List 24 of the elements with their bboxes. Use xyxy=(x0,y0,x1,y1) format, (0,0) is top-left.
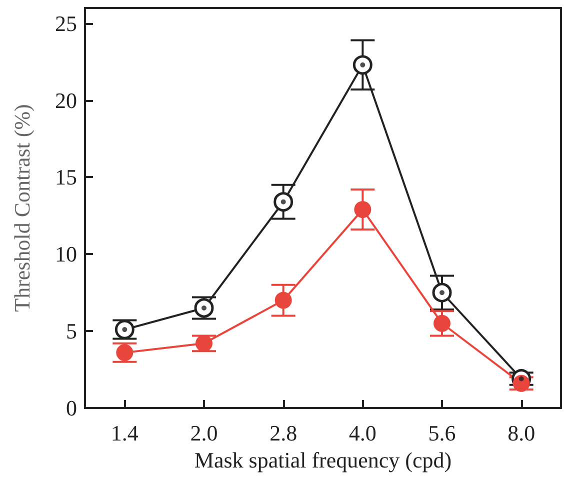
point xyxy=(352,55,372,75)
point xyxy=(116,344,134,362)
y-tick-label: 5 xyxy=(66,318,77,344)
point xyxy=(434,314,450,332)
point xyxy=(354,201,372,218)
point xyxy=(274,192,294,212)
y-tick-label: 25 xyxy=(55,10,77,36)
y-tick-label: 20 xyxy=(55,88,77,113)
point xyxy=(432,282,452,302)
x-tick-label: 5.6 xyxy=(428,420,456,446)
x-tick-label: 2.8 xyxy=(270,420,298,446)
x-axis-title: Mask spatial frequency (cpd) xyxy=(194,447,452,472)
y-tick-label: 0 xyxy=(66,396,77,420)
x-tick-label: 2.0 xyxy=(190,420,218,446)
point xyxy=(512,374,530,392)
point xyxy=(114,320,134,340)
y-tick-label: 15 xyxy=(55,164,77,190)
x-tick-label: 1.4 xyxy=(110,420,138,446)
y-axis-title: Threshold Contrast (%) xyxy=(10,104,34,312)
point xyxy=(274,292,292,309)
point xyxy=(196,334,212,352)
y-tick-label: 10 xyxy=(55,242,77,267)
x-tick-label: 4.0 xyxy=(348,420,376,446)
x-tick-label: 8.0 xyxy=(508,420,536,446)
